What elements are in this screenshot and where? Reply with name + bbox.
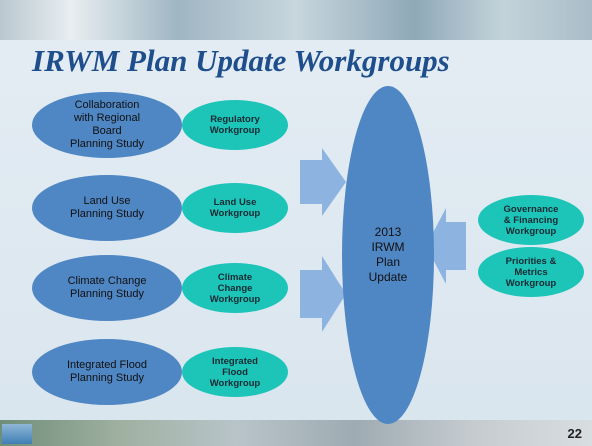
page-number: 22	[568, 426, 582, 441]
arrow-right	[300, 256, 346, 332]
study-node: Land Use Planning Study	[32, 175, 182, 241]
workgroup-node: Land Use Workgroup	[182, 183, 288, 233]
study-node: Integrated Flood Planning Study	[32, 339, 182, 405]
center-node: 2013 IRWM Plan Update	[342, 86, 434, 424]
workgroup-node: Integrated Flood Workgroup	[182, 347, 288, 397]
study-node: Collaboration with Regional Board Planni…	[32, 92, 182, 158]
workgroup-node: Regulatory Workgroup	[182, 100, 288, 150]
study-node: Climate Change Planning Study	[32, 255, 182, 321]
slide: IRWM Plan Update Workgroups 2013 IRWM Pl…	[0, 0, 592, 446]
arrow-right	[300, 148, 346, 216]
workgroup-node: Climate Change Workgroup	[182, 263, 288, 313]
workgroup-node: Priorities & Metrics Workgroup	[478, 247, 584, 297]
workgroup-node: Governance & Financing Workgroup	[478, 195, 584, 245]
